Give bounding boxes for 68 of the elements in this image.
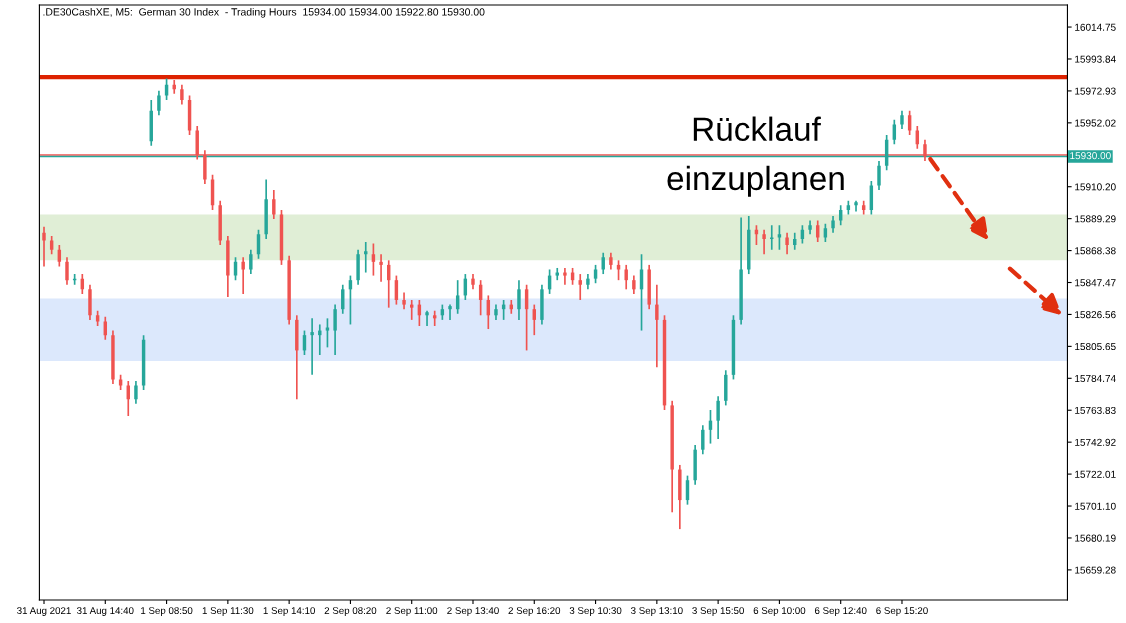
candlestick	[563, 267, 567, 286]
ref-line-label: 15930.00	[1070, 152, 1111, 160]
y-tick-label: 15805.65	[1075, 343, 1116, 351]
x-tick-label: 2 Sep 08:20	[324, 607, 377, 616]
candlestick	[49, 235, 54, 256]
candlestick	[877, 160, 881, 191]
candlestick	[249, 248, 253, 275]
y-tick-label: 16014.75	[1075, 23, 1116, 31]
annotation: Rücklauf einzuplanen	[667, 116, 844, 197]
x-tick-label: 31 Aug 2021	[17, 607, 71, 616]
candlestick	[42, 225, 46, 268]
candlestick	[318, 323, 322, 356]
y-tick-label: 15826.56	[1075, 311, 1116, 319]
candlestick	[716, 395, 720, 440]
candlestick	[448, 303, 452, 321]
candlestick	[701, 424, 705, 456]
chart-title: .DE30CashXE, M5: German 30 Index - Trading Hours 15934.00 15934.00 15922.80 15930.00	[43, 7, 485, 18]
y-tick-label: 15680.19	[1075, 534, 1116, 542]
y-tick-label: 15742.92	[1075, 438, 1116, 446]
x-tick-label: 2 Sep 16:20	[508, 607, 561, 616]
candlestick	[892, 118, 897, 146]
candlestick	[180, 83, 184, 106]
candlestick	[241, 256, 245, 295]
x-tick-label: 1 Sep 14:10	[263, 607, 315, 616]
y-tick-label: 15868.38	[1075, 247, 1116, 255]
candlestick	[379, 253, 383, 283]
x-tick-label: 1 Sep 11:30	[202, 607, 254, 616]
x-tick-label: 3 Sep 13:10	[631, 607, 683, 616]
candlestick	[65, 256, 69, 286]
y-tick-label: 15910.20	[1075, 183, 1116, 191]
candlestick	[578, 273, 582, 301]
x-tick-label: 6 Sep 15:20	[876, 607, 928, 616]
x-tick-label: 1 Sep 08:50	[141, 607, 193, 616]
y-tick-label: 15993.84	[1075, 55, 1116, 63]
candlestick	[310, 317, 314, 376]
candlestick	[371, 242, 376, 277]
candlestick	[632, 274, 636, 295]
y-tick-label: 15763.83	[1075, 406, 1116, 414]
y-tick-label: 15952.02	[1075, 119, 1116, 127]
y-tick-label: 15659.28	[1075, 566, 1116, 574]
candlestick	[762, 228, 766, 256]
x-tick-label: 3 Sep 10:30	[569, 607, 622, 616]
candlestick	[134, 380, 138, 405]
candlestick	[272, 189, 276, 220]
candlestick	[601, 251, 605, 275]
y-tick-label: 15847.47	[1075, 279, 1116, 287]
y-tick-label: 15722.01	[1075, 470, 1116, 478]
x-tick-label: 2 Sep 13:40	[447, 607, 499, 616]
x-tick-label: 31 Aug 14:40	[77, 607, 134, 616]
candlestick	[900, 109, 904, 130]
candlestick	[655, 283, 659, 369]
y-tick-label: 15972.93	[1075, 87, 1116, 95]
candlestick	[593, 264, 598, 285]
candlestick	[333, 303, 337, 356]
x-tick-label: 6 Sep 10:00	[753, 607, 806, 616]
y-tick-label: 15784.74	[1075, 374, 1116, 383]
candlestick	[907, 109, 912, 136]
candlestick	[785, 231, 789, 256]
candlestick	[157, 89, 161, 117]
candlestick	[425, 309, 429, 327]
y-tick-label: 15889.29	[1075, 215, 1116, 223]
x-tick-label: 3 Sep 15:50	[692, 607, 744, 616]
candlestick	[517, 279, 521, 321]
candlestick	[624, 264, 628, 291]
x-tick-label: 6 Sep 12:40	[814, 607, 867, 616]
y-tick-label: 15701.10	[1075, 502, 1116, 510]
candlestick	[770, 224, 774, 251]
x-tick-label: 2 Sep 11:00	[386, 607, 438, 616]
